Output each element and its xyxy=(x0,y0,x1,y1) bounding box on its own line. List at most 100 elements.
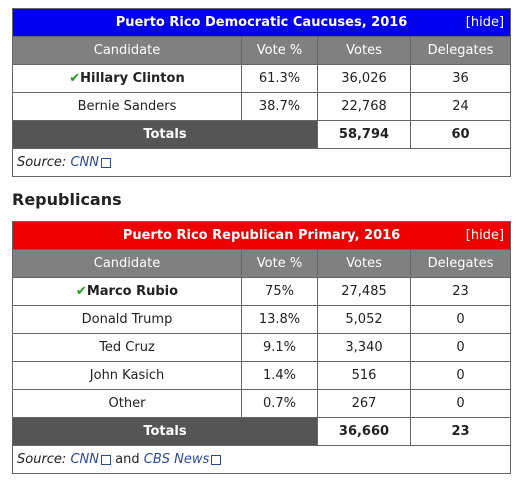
source-label: Source: xyxy=(17,452,67,467)
cell-text: 38.7% xyxy=(258,99,301,114)
cell-text: 0.7% xyxy=(262,396,297,411)
header-row: Candidate Vote % Votes Delegates xyxy=(12,36,512,65)
cell: 0 xyxy=(409,305,512,334)
source-link[interactable]: CNN xyxy=(70,452,99,467)
candidate-row: ✔Hillary Clinton 61.3% 36,026 36 xyxy=(12,64,512,93)
column-header: Delegates xyxy=(409,249,512,278)
title-row: Puerto Rico Democratic Caucuses, 2016 [hi… xyxy=(11,8,512,37)
source-row: Source: CNN and CBS News xyxy=(11,445,512,474)
cell-text: 0 xyxy=(456,340,465,355)
cell: Ted Cruz xyxy=(12,333,242,362)
column-header: Vote % xyxy=(241,36,318,65)
winner-check: ✔ xyxy=(75,284,87,299)
cell: 267 xyxy=(317,389,411,418)
cell-text: 36 xyxy=(452,71,469,86)
cell: 22,768 xyxy=(317,92,411,121)
header-row: Candidate Vote % Votes Delegates xyxy=(12,249,512,278)
cell-text: 9.1% xyxy=(262,340,297,355)
cell-text: Donald Trump xyxy=(81,312,173,327)
cell-text: 267 xyxy=(351,396,377,411)
title-row: Puerto Rico Republican Primary, 2016 [hid… xyxy=(11,221,512,250)
cell-text: Hillary Clinton xyxy=(80,71,185,86)
external-link-icon xyxy=(101,454,111,465)
cell-text: 24 xyxy=(452,99,469,114)
totals-delegates: 23 xyxy=(409,417,512,446)
source-link[interactable]: CBS News xyxy=(143,452,210,467)
cell: 13.8% xyxy=(241,305,318,334)
cell: 0 xyxy=(409,333,512,362)
external-link-icon xyxy=(101,157,111,168)
source-link[interactable]: CNN xyxy=(70,155,99,170)
totals-delegates: 60 xyxy=(409,120,512,149)
cell-text: 13.8% xyxy=(258,312,301,327)
source: Source: CNN xyxy=(11,148,512,177)
cell: 9.1% xyxy=(241,333,318,362)
cell: 516 xyxy=(317,361,411,390)
cell: Other xyxy=(12,389,242,418)
cell: 27,485 xyxy=(317,277,411,306)
cell-text: 0 xyxy=(456,312,465,327)
cell-text: John Kasich xyxy=(89,368,165,383)
external-link-icon xyxy=(211,454,222,465)
candidate-row: Ted Cruz 9.1% 3,340 0 xyxy=(12,333,512,362)
cell: 24 xyxy=(409,92,512,121)
cell-text: 27,485 xyxy=(341,284,387,299)
section-heading: Republicans xyxy=(12,190,122,209)
cell-text: 516 xyxy=(351,368,377,383)
column-header: Delegates xyxy=(409,36,512,65)
totals-row: Totals 36,660 23 xyxy=(12,417,512,446)
column-header: Votes xyxy=(317,36,411,65)
totals-votes: 58,794 xyxy=(317,120,411,149)
cell: 75% xyxy=(241,277,318,306)
totals-row: Totals 58,794 60 xyxy=(12,120,512,149)
source-label: Source: xyxy=(17,155,67,170)
cell: 36,026 xyxy=(317,64,411,93)
cell-text: 5,052 xyxy=(345,312,383,327)
winner-check: ✔ xyxy=(69,71,81,86)
cell: 5,052 xyxy=(317,305,411,334)
cell-text: Marco Rubio xyxy=(86,284,179,299)
candidate-row: Bernie Sanders 38.7% 22,768 24 xyxy=(12,92,512,121)
cell-text: 0 xyxy=(456,396,465,411)
column-header: Vote % xyxy=(241,249,318,278)
cell: 3,340 xyxy=(317,333,411,362)
source-row: Source: CNN xyxy=(11,148,512,177)
cell-text: 1.4% xyxy=(262,368,297,383)
candidate-row: ✔Marco Rubio 75% 27,485 23 xyxy=(12,277,512,306)
candidate-row: Other 0.7% 267 0 xyxy=(12,389,512,418)
cell-text: Other xyxy=(108,396,146,411)
column-header: Candidate xyxy=(12,36,242,65)
cell: Donald Trump xyxy=(12,305,242,334)
cell: 0 xyxy=(409,389,512,418)
cell-text: 75% xyxy=(265,284,294,299)
hide-toggle[interactable]: [hide] xyxy=(465,15,505,30)
title-text: Puerto Rico Democratic Caucuses, 2016 xyxy=(115,15,408,30)
totals-votes: 36,660 xyxy=(317,417,411,446)
cell-text: Ted Cruz xyxy=(99,340,155,355)
cell: 23 xyxy=(409,277,512,306)
totals-label: Totals xyxy=(12,120,318,149)
cell-text: 0 xyxy=(456,368,465,383)
table-title: Puerto Rico Democratic Caucuses, 2016 [hi… xyxy=(11,8,512,37)
cell-text: 61.3% xyxy=(258,71,301,86)
cell: ✔Marco Rubio xyxy=(12,277,242,306)
table-title: Puerto Rico Republican Primary, 2016 [hid… xyxy=(11,221,512,250)
totals-label: Totals xyxy=(12,417,318,446)
cell: 38.7% xyxy=(241,92,318,121)
cell: John Kasich xyxy=(12,361,242,390)
cell: 61.3% xyxy=(241,64,318,93)
cell-text: Bernie Sanders xyxy=(77,99,177,114)
source-joiner: and xyxy=(115,452,140,467)
hide-toggle[interactable]: [hide] xyxy=(465,228,505,243)
cell: Bernie Sanders xyxy=(12,92,242,121)
cell: 1.4% xyxy=(241,361,318,390)
results-table: Puerto Rico Republican Primary, 2016 [hid… xyxy=(11,221,512,474)
candidate-row: Donald Trump 13.8% 5,052 0 xyxy=(12,305,512,334)
candidate-row: John Kasich 1.4% 516 0 xyxy=(12,361,512,390)
source: Source: CNN and CBS News xyxy=(11,445,512,474)
cell: ✔Hillary Clinton xyxy=(12,64,242,93)
results-table: Puerto Rico Democratic Caucuses, 2016 [hi… xyxy=(11,8,512,177)
cell-text: 23 xyxy=(452,284,469,299)
column-header: Candidate xyxy=(12,249,242,278)
